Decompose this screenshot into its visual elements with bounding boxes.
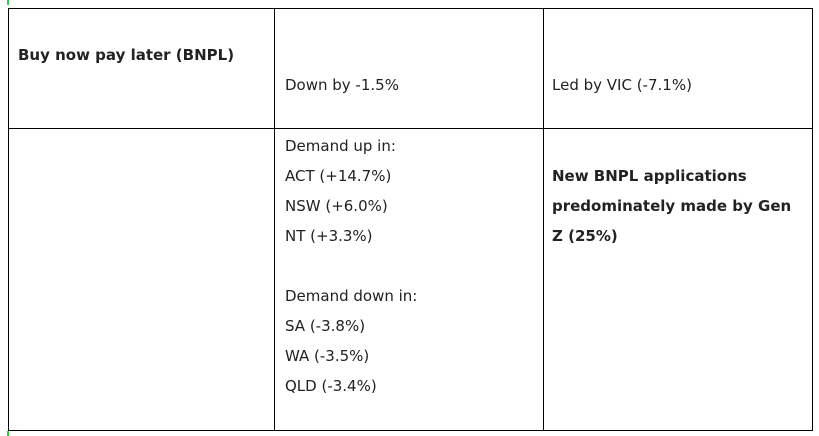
list-item: SA (-3.8%): [285, 317, 366, 335]
table-border: [8, 8, 9, 431]
demand-down-list: Demand down in: SA (-3.8%) WA (-3.5%) QL…: [285, 281, 417, 401]
cell-text: Down by -1.5%: [285, 76, 399, 94]
demand-up-list: Demand up in: ACT (+14.7%) NSW (+6.0%) N…: [285, 131, 396, 251]
table-border: [812, 8, 813, 431]
cell-text: Led by VIC (-7.1%): [552, 76, 692, 94]
table-border: [8, 8, 813, 9]
list-item: WA (-3.5%): [285, 347, 370, 365]
list-heading: Demand up in:: [285, 137, 396, 155]
green-marker: [7, 431, 9, 436]
table-border: [274, 8, 275, 431]
list-heading: Demand down in:: [285, 287, 418, 305]
list-item: QLD (-3.4%): [285, 377, 377, 395]
green-marker: [7, 0, 9, 5]
cell-note: New BNPL applications predominately made…: [552, 167, 792, 245]
table-border: [8, 128, 813, 129]
table-border: [8, 430, 813, 431]
list-item: ACT (+14.7%): [285, 167, 392, 185]
list-item: NT (+3.3%): [285, 227, 373, 245]
list-item: NSW (+6.0%): [285, 197, 388, 215]
cell-text: Buy now pay later (BNPL): [18, 46, 235, 64]
table-border: [543, 8, 544, 431]
